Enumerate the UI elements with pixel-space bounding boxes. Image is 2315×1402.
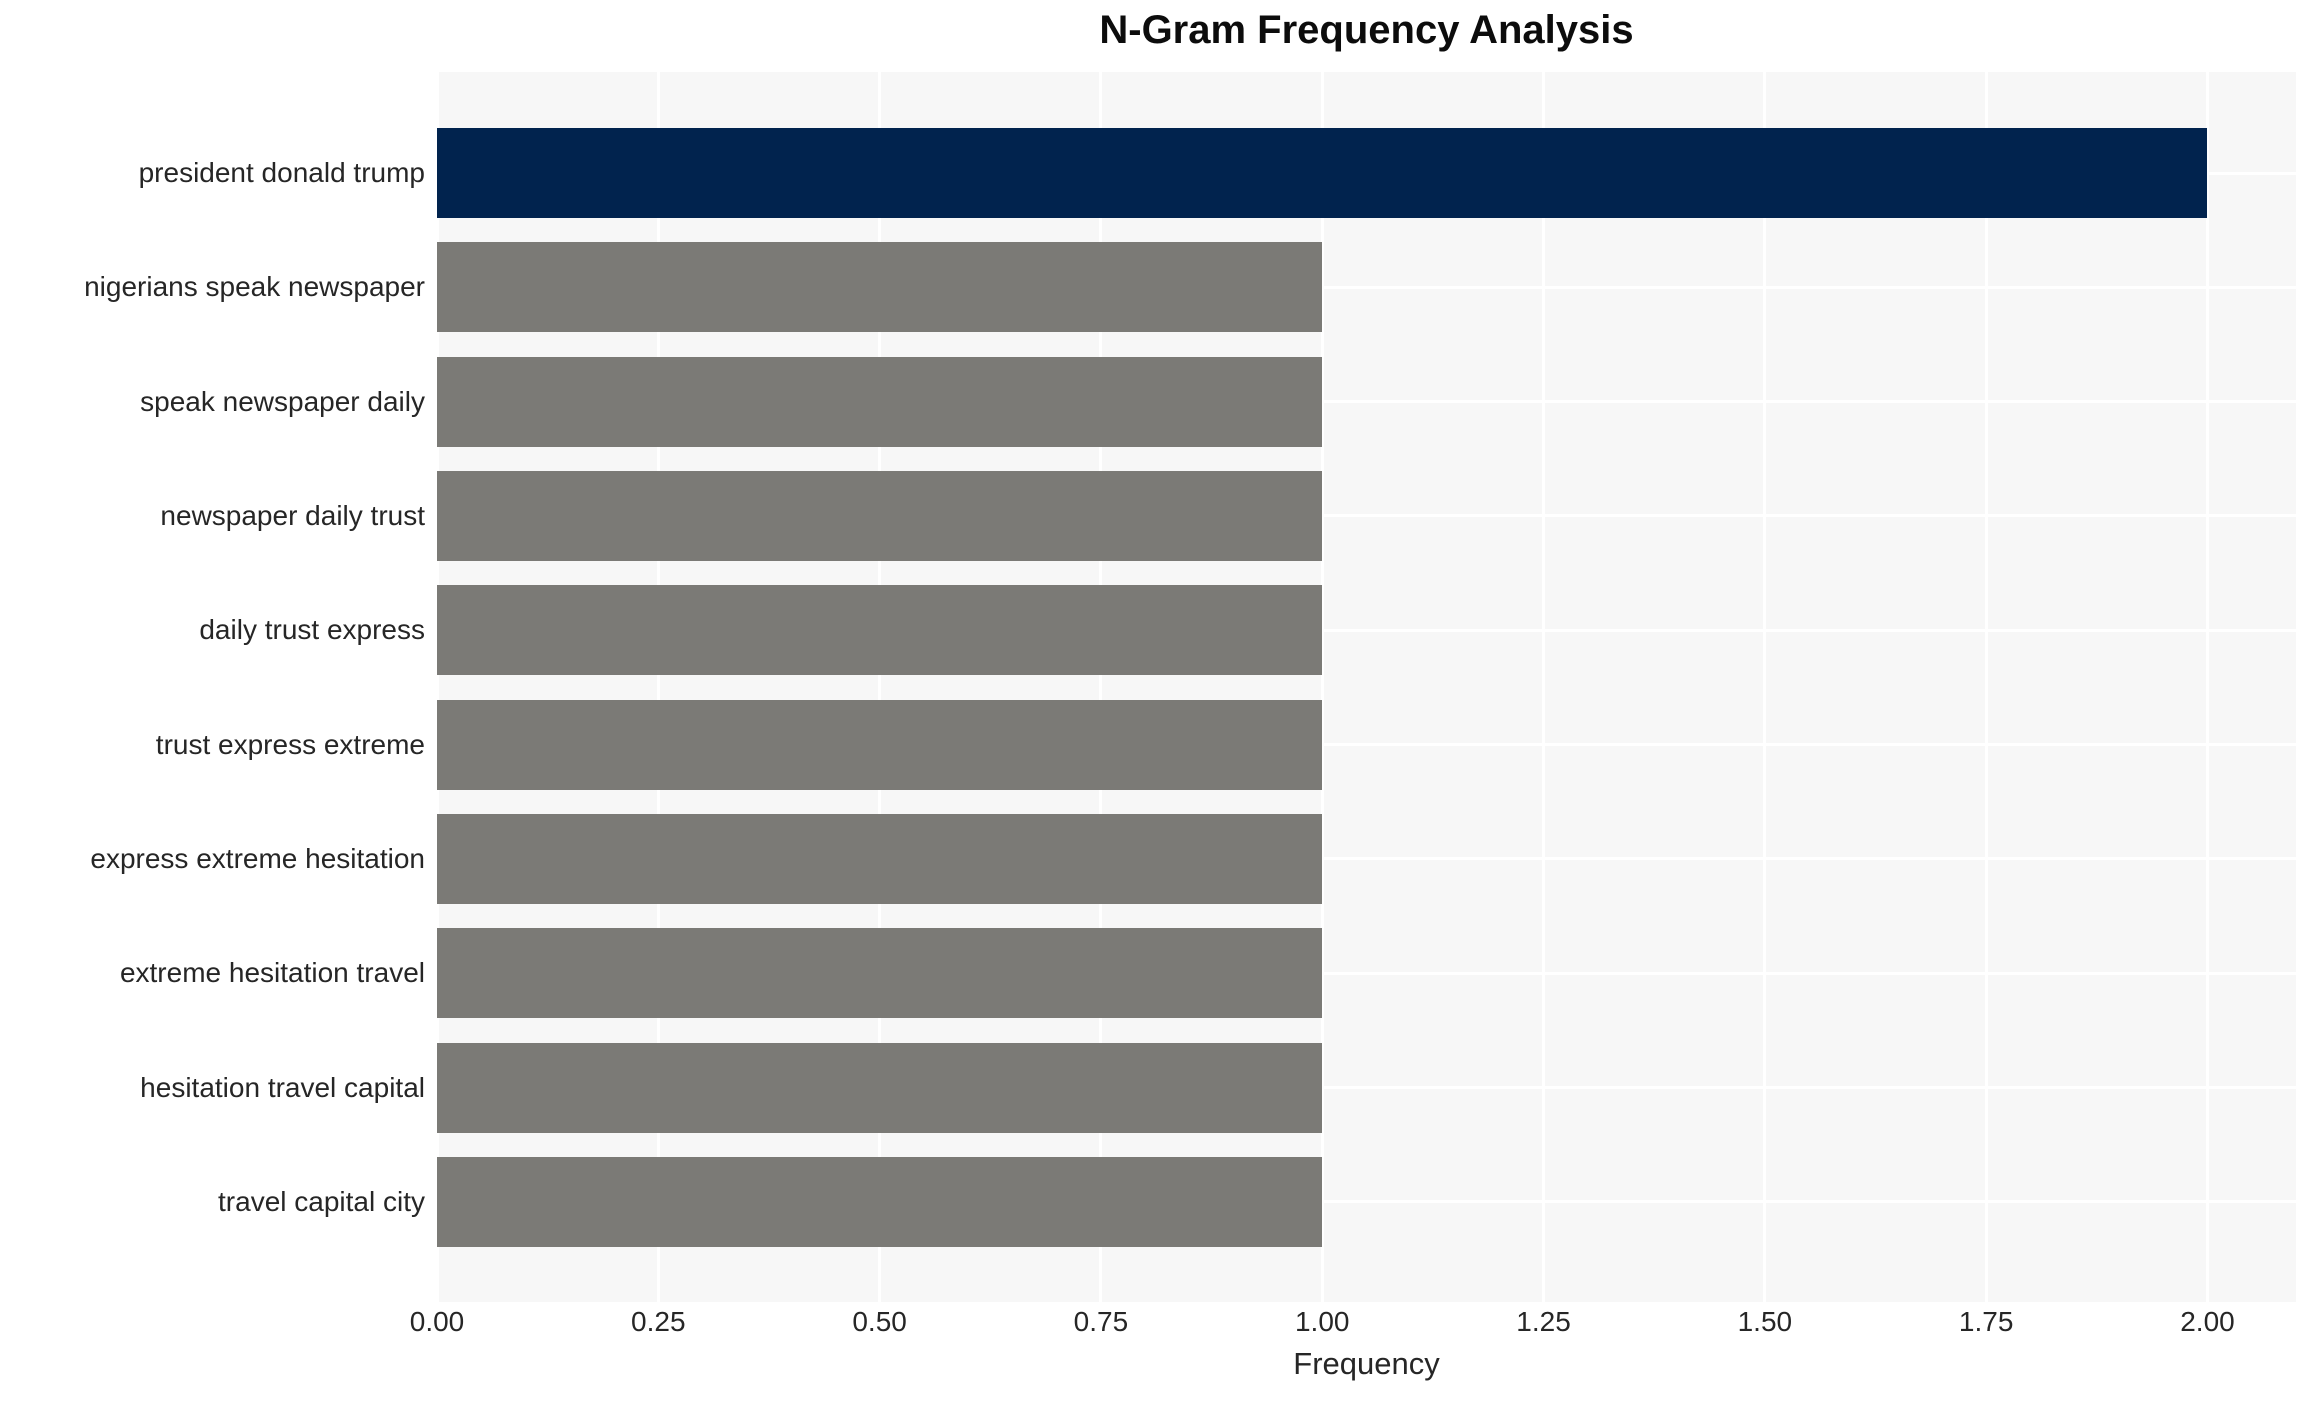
gridline-horizontal [437, 1200, 2296, 1204]
bar [437, 813, 1323, 904]
gridline-horizontal [437, 514, 2296, 518]
gridline-vertical [435, 72, 439, 1302]
gridline-vertical [2205, 72, 2209, 1302]
x-tick-label: 0.50 [852, 1306, 907, 1337]
bar [437, 928, 1323, 1019]
bar [437, 470, 1323, 561]
gridline-vertical [878, 72, 882, 1302]
y-axis-labels: president donald trump nigerians speak ne… [0, 72, 425, 1302]
y-tick-label: speak newspaper daily [140, 385, 425, 417]
gridline-horizontal [437, 857, 2296, 861]
x-tick-label: 1.75 [1958, 1306, 2014, 1337]
gridline-vertical [1099, 72, 1103, 1302]
gridline-horizontal [437, 1086, 2296, 1090]
x-tick-label: 1.00 [1294, 1306, 1350, 1337]
y-tick-label: express extreme hesitation [90, 842, 425, 874]
gridline-vertical [1984, 72, 1988, 1302]
gridline-vertical [656, 72, 660, 1302]
y-tick-label: hesitation travel capital [140, 1071, 425, 1103]
y-tick-label: newspaper daily trust [160, 499, 425, 531]
x-axis-title: Frequency [1293, 1346, 1440, 1381]
x-tick-label: 1.50 [1737, 1306, 1793, 1337]
gridline-horizontal [437, 628, 2296, 632]
chart-title: N-Gram Frequency Analysis [1099, 8, 1634, 52]
bar [437, 585, 1323, 676]
bar [437, 242, 1323, 333]
x-axis-ticks: 0.00 0.25 0.50 0.75 1.00 1.25 1.50 1.75 2.00 [0, 1306, 2315, 1340]
bar [437, 128, 2208, 218]
bar [437, 699, 1323, 790]
gridline-horizontal [437, 743, 2296, 747]
gridline-vertical [1763, 72, 1767, 1302]
y-tick-label: daily trust express [199, 614, 425, 646]
x-tick-label: 0.75 [1073, 1306, 1129, 1337]
x-tick-label: 2.00 [2180, 1306, 2235, 1337]
y-tick-label: president donald trump [138, 157, 425, 188]
bar [437, 1156, 1323, 1247]
y-tick-label: nigerians speak newspaper [84, 271, 425, 303]
plot-area [435, 72, 2296, 1302]
y-tick-label: travel capital city [218, 1185, 425, 1217]
bar [437, 1042, 1323, 1133]
x-tick-label: 0.25 [631, 1306, 686, 1337]
gridline-horizontal [437, 400, 2296, 404]
gridline-horizontal [437, 971, 2296, 975]
y-tick-label: extreme hesitation travel [119, 957, 425, 989]
x-tick-label: 0.00 [409, 1306, 465, 1337]
x-tick-label: 1.25 [1516, 1306, 1571, 1337]
y-tick-label: trust express extreme [155, 728, 425, 760]
gridline-vertical [1542, 72, 1546, 1302]
gridline-vertical [1320, 72, 1324, 1302]
gridline-horizontal [437, 285, 2296, 289]
bar [437, 356, 1323, 447]
